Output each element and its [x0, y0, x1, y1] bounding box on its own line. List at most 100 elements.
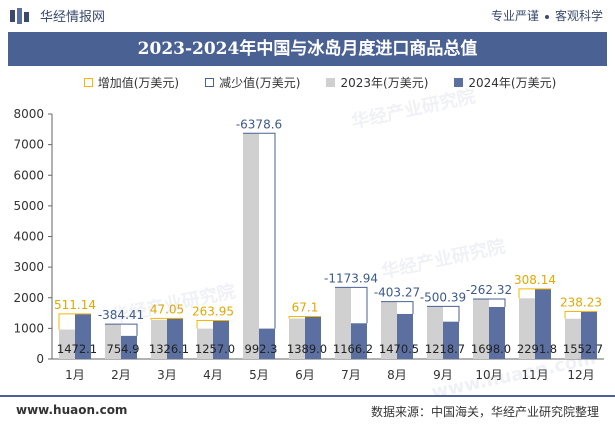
change-label-1: 511.14 [54, 298, 96, 312]
value-label-2024-10: 1698.0 [471, 342, 511, 356]
value-label-2024-7: 1166.2 [333, 342, 373, 356]
bar-2023-5 [243, 133, 259, 359]
change-label-7: -1173.94 [324, 271, 378, 285]
footer-website: www.huaon.com [16, 403, 128, 417]
legend-swatch-increase-icon [83, 77, 93, 87]
x-tick-label-1: 1月 [65, 368, 85, 382]
slogan-left: 专业严谨 [490, 9, 539, 23]
change-label-10: -262.32 [466, 283, 512, 297]
x-tick-label-11: 11月 [521, 368, 548, 382]
value-label-2024-2: 754.9 [107, 342, 140, 356]
title-bar: 2023-2024年中国与冰岛月度进口商品总值 [8, 32, 607, 66]
bar-2024-5 [259, 328, 275, 359]
y-tick-label-5: 5000 [13, 199, 44, 213]
bar-2023-1 [59, 329, 75, 359]
bar-2024-2 [121, 335, 137, 359]
change-label-11: 308.14 [514, 273, 556, 287]
value-label-2024-11: 2291.8 [517, 342, 557, 356]
x-tick-label-12: 12月 [567, 368, 594, 382]
change-label-4: 263.95 [192, 305, 234, 319]
top-bar: 华经情报网 专业严谨 客观科学 [0, 0, 615, 30]
bar-2023-7 [335, 287, 351, 359]
change-label-2: -384.41 [98, 308, 144, 322]
change-bracket-5 [243, 132, 276, 329]
bar-2023-8 [381, 301, 397, 359]
value-label-2024-12: 1552.7 [563, 342, 603, 356]
bar-2023-12 [565, 318, 581, 359]
legend-label-increase: 增加值(万美元) [97, 75, 180, 90]
y-tick-label-0: 0 [36, 352, 44, 366]
change-label-12: 238.23 [560, 295, 602, 309]
value-label-2024-1: 1472.1 [57, 342, 97, 356]
value-label-2024-9: 1218.7 [425, 342, 465, 356]
change-label-8: -403.27 [374, 286, 420, 300]
bar-2023-4 [197, 328, 213, 359]
bar-2024-8 [397, 313, 413, 359]
bar-chart: 0 1000 2000 3000 4000 5000 6000 7000 8000 511.14 1… [13, 107, 604, 382]
change-bracket-4 [196, 320, 229, 329]
footer: www.huaon.com 数据来源：中国海关，华经产业研究院整理 [0, 395, 615, 429]
bar-2024-10 [489, 306, 505, 359]
bar-2024-9 [443, 321, 459, 359]
change-label-3: 47.05 [150, 302, 184, 316]
bar-2024-7 [351, 323, 367, 359]
x-tick-label-8: 8月 [387, 368, 407, 382]
legend-swatch-decrease-icon [205, 77, 215, 87]
change-bracket-8 [381, 301, 414, 314]
y-tick-label-1: 1000 [13, 321, 44, 335]
x-tick-label-3: 3月 [157, 368, 177, 382]
change-bracket-1 [58, 313, 91, 330]
chart-legend: 增加值(万美元) 减少值(万美元) 2023年(万美元) 2024年(万美元) [40, 73, 600, 91]
x-tick-label-4: 4月 [203, 368, 223, 382]
x-tick-label-5: 5月 [249, 368, 269, 382]
bar-2023-10 [473, 298, 489, 359]
legend-item-2024: 2024年(万美元) [454, 73, 556, 91]
x-tick-label-10: 10月 [475, 368, 502, 382]
bar-2023-11 [519, 298, 535, 359]
change-bracket-6 [288, 315, 321, 319]
change-bracket-10 [473, 298, 506, 307]
footer-source: 数据来源：中国海关，华经产业研究院整理 [370, 405, 599, 419]
brand: 华经情报网 [10, 6, 105, 25]
y-tick-label-7: 7000 [13, 138, 44, 152]
y-tick-label-3: 3000 [13, 260, 44, 274]
x-tick-label-9: 9月 [433, 368, 453, 382]
y-tick-label-4: 4000 [13, 230, 44, 244]
y-tick-label-2: 2000 [13, 291, 44, 305]
y-tick-label-8: 8000 [13, 107, 44, 121]
bar-2024-12 [581, 311, 597, 359]
change-bracket-12 [564, 310, 597, 319]
value-label-2024-4: 1257.0 [195, 342, 235, 356]
bar-2023-3 [151, 319, 167, 359]
change-label-6: 67.1 [292, 300, 319, 314]
change-bracket-11 [518, 288, 551, 299]
legend-item-decrease: 减少值(万美元) [205, 73, 300, 91]
dot-separator-icon [544, 14, 549, 19]
bar-2024-1 [75, 313, 91, 359]
change-bracket-3 [150, 317, 183, 320]
bar-2024-4 [213, 320, 229, 359]
value-label-2024-6: 1389.0 [287, 342, 327, 356]
legend-swatch-2023-icon [326, 77, 336, 87]
bar-2024-11 [535, 288, 551, 359]
x-tick-label-7: 7月 [341, 368, 361, 382]
slogan-right: 客观科学 [554, 9, 603, 23]
legend-label-decrease: 减少值(万美元) [219, 75, 301, 90]
change-bracket-7 [335, 286, 368, 324]
y-tick-label-6: 6000 [13, 168, 44, 182]
value-label-2024-3: 1326.1 [149, 342, 189, 356]
brand-logo-icon [10, 7, 29, 24]
value-label-2024-5: 992.3 [245, 342, 278, 356]
legend-swatch-2024-icon [454, 77, 464, 87]
change-label-5: -6378.6 [236, 117, 282, 131]
bar-2024-6 [305, 316, 321, 359]
chart-title: 2023-2024年中国与冰岛月度进口商品总值 [137, 39, 478, 59]
value-label-2024-8: 1470.5 [379, 342, 419, 356]
bar-2024-3 [167, 318, 183, 359]
legend-label-2023: 2023年(万美元) [340, 75, 429, 90]
x-tick-label-2: 2月 [111, 368, 131, 382]
brand-name: 华经情报网 [40, 10, 106, 25]
change-label-9: -500.39 [420, 290, 466, 304]
change-bracket-9 [427, 305, 460, 322]
slogan: 专业严谨 客观科学 [491, 7, 603, 24]
